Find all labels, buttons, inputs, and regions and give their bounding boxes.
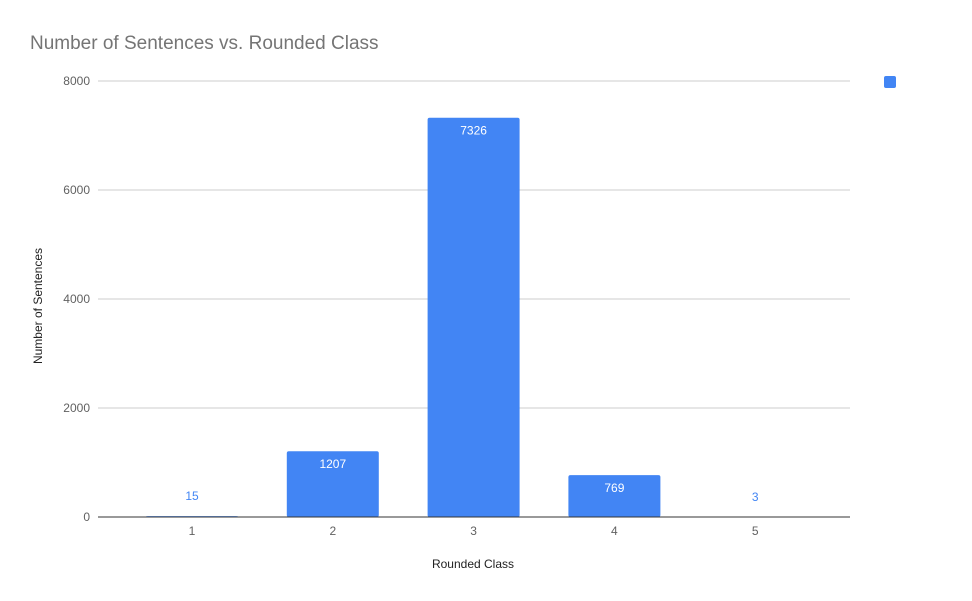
x-axis-ticks: 1 2 3 4 5 (189, 524, 759, 538)
bar-4 (568, 475, 661, 517)
bar-3 (427, 117, 520, 517)
bar-2 (286, 451, 379, 517)
chart-title: Number of Sentences vs. Rounded Class (30, 33, 379, 54)
data-labels: 15 1207 7326 769 3 (185, 124, 759, 504)
x-tick-label: 3 (470, 524, 477, 538)
data-label: 1207 (319, 457, 346, 471)
y-tick-label: 0 (83, 510, 90, 524)
data-label: 15 (185, 489, 199, 503)
data-label: 769 (604, 481, 624, 495)
legend-swatch (884, 76, 896, 88)
x-tick-label: 5 (752, 524, 759, 538)
data-label: 3 (752, 490, 759, 504)
y-axis-ticks: 0 2000 4000 6000 8000 (63, 74, 90, 524)
y-tick-label: 4000 (63, 292, 90, 306)
bars (146, 117, 802, 518)
y-tick-label: 2000 (63, 401, 90, 415)
x-tick-label: 1 (189, 524, 196, 538)
y-axis-title: Number of Sentences (31, 248, 45, 364)
x-tick-label: 4 (611, 524, 618, 538)
y-tick-label: 8000 (63, 74, 90, 88)
x-tick-label: 2 (329, 524, 336, 538)
data-label: 7326 (460, 124, 487, 138)
y-tick-label: 6000 (63, 183, 90, 197)
x-axis-title: Rounded Class (432, 557, 514, 571)
